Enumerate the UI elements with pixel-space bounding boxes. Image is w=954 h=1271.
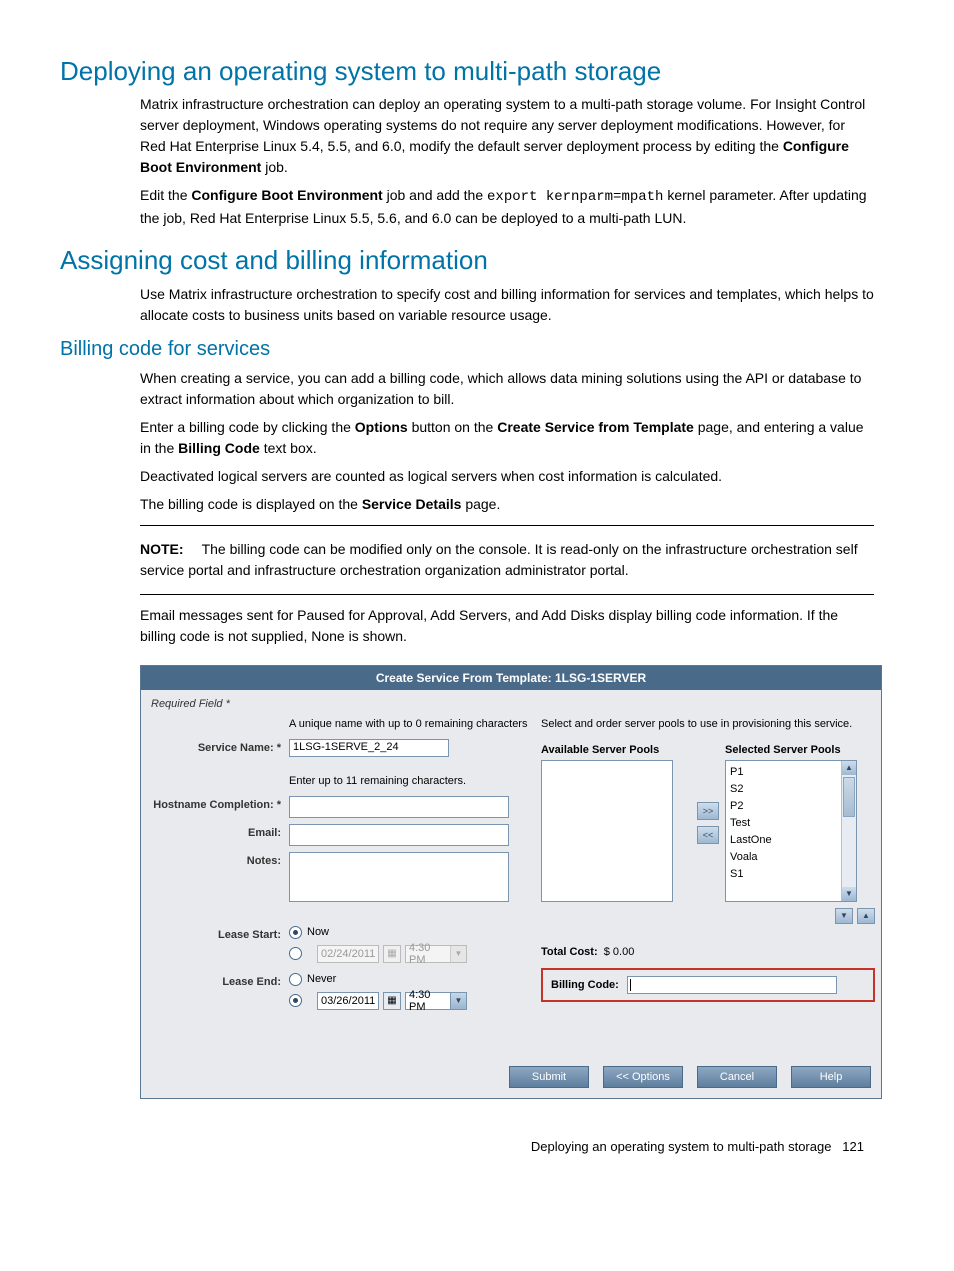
- label-service-name: Service Name: *: [151, 739, 289, 754]
- text: Matrix infrastructure orchestration can …: [140, 96, 865, 154]
- note-label: NOTE:: [140, 541, 184, 557]
- list-item[interactable]: S2: [730, 781, 852, 798]
- page-footer: Deploying an operating system to multi-p…: [60, 1139, 864, 1154]
- email-input[interactable]: [289, 824, 509, 846]
- cancel-button[interactable]: Cancel: [697, 1066, 777, 1088]
- text: text box.: [260, 440, 317, 456]
- move-right-button[interactable]: >>: [697, 802, 719, 820]
- radio-label-never: Never: [307, 973, 336, 985]
- service-name-input[interactable]: 1LSG-1SERVE_2_24: [289, 739, 449, 757]
- text: Enter a billing code by clicking the: [140, 419, 355, 435]
- list-item[interactable]: P1: [730, 764, 852, 781]
- total-cost-value: $ 0.00: [604, 946, 635, 958]
- options-button[interactable]: << Options: [603, 1066, 683, 1088]
- note-block: NOTE:The billing code can be modified on…: [140, 525, 874, 595]
- radio-label-now: Now: [307, 926, 329, 938]
- note-text: The billing code can be modified only on…: [140, 541, 858, 578]
- scroll-up-button[interactable]: ▲: [842, 761, 856, 775]
- move-left-button[interactable]: <<: [697, 826, 719, 844]
- lease-start-date-radio[interactable]: [289, 947, 307, 960]
- bold-text: Billing Code: [178, 440, 260, 456]
- list-item[interactable]: Test: [730, 815, 852, 832]
- bold-text: Configure Boot Environment: [191, 187, 382, 203]
- hostname-hint: Enter up to 11 remaining characters.: [289, 775, 531, 787]
- bold-text: Create Service from Template: [497, 419, 694, 435]
- chevron-down-icon: ▼: [450, 946, 466, 962]
- scroll-down-button[interactable]: ▼: [842, 887, 856, 901]
- bold-text: Service Details: [362, 496, 462, 512]
- text: job and add the: [383, 187, 487, 203]
- bold-text: Options: [355, 419, 408, 435]
- text: job.: [261, 159, 287, 175]
- sort-down-button[interactable]: ▼: [835, 908, 853, 924]
- paragraph: Deactivated logical servers are counted …: [140, 466, 874, 487]
- chevron-down-icon: ▼: [450, 993, 466, 1009]
- scrollbar[interactable]: ▲ ▼: [841, 761, 856, 901]
- selected-pools-listbox[interactable]: P1S2P2TestLastOneVoalaS1 ▲ ▼: [725, 760, 857, 902]
- footer-text: Deploying an operating system to multi-p…: [531, 1139, 832, 1154]
- label-lease-start: Lease Start:: [151, 926, 289, 941]
- billing-code-input[interactable]: [627, 976, 837, 994]
- hostname-input[interactable]: [289, 796, 509, 818]
- heading-assigning-cost: Assigning cost and billing information: [60, 245, 894, 276]
- required-field-hint: Required Field *: [151, 698, 871, 710]
- text: page.: [461, 496, 500, 512]
- total-cost-row: Total Cost: $ 0.00: [541, 946, 875, 958]
- code-text: export kernparm=mpath: [487, 189, 663, 205]
- text: Edit the: [140, 187, 191, 203]
- lease-end-date-radio[interactable]: [289, 994, 307, 1007]
- list-item[interactable]: LastOne: [730, 832, 852, 849]
- total-cost-label: Total Cost:: [541, 946, 598, 958]
- server-pools-hint: Select and order server pools to use in …: [541, 718, 875, 730]
- list-item[interactable]: S1: [730, 866, 852, 883]
- lease-start-time-select[interactable]: 4:30 PM▼: [405, 945, 467, 963]
- sort-up-button[interactable]: ▲: [857, 908, 875, 924]
- selected-pools-header: Selected Server Pools: [725, 744, 875, 756]
- billing-code-highlight: Billing Code:: [541, 968, 875, 1002]
- page-number: 121: [842, 1139, 864, 1154]
- paragraph: Matrix infrastructure orchestration can …: [140, 94, 874, 178]
- lease-end-never-radio[interactable]: Never: [289, 973, 336, 986]
- available-pools-listbox[interactable]: [541, 760, 673, 902]
- billing-code-label: Billing Code:: [551, 979, 619, 991]
- label-email: Email:: [151, 824, 289, 839]
- label-hostname: Hostname Completion: *: [151, 796, 289, 811]
- label-lease-end: Lease End:: [151, 973, 289, 988]
- note-paragraph: NOTE:The billing code can be modified on…: [140, 539, 874, 581]
- paragraph: Enter a billing code by clicking the Opt…: [140, 417, 874, 459]
- heading-billing-code: Billing code for services: [60, 338, 894, 361]
- lease-start-now-radio[interactable]: Now: [289, 926, 329, 939]
- text-caret: [630, 979, 631, 991]
- calendar-icon[interactable]: ▦: [383, 992, 401, 1010]
- dialog-titlebar: Create Service From Template: 1LSG-1SERV…: [141, 666, 881, 690]
- paragraph: When creating a service, you can add a b…: [140, 368, 874, 410]
- service-name-hint: A unique name with up to 0 remaining cha…: [289, 718, 531, 730]
- lease-end-time-select[interactable]: 4:30 PM▼: [405, 992, 467, 1010]
- list-item[interactable]: Voala: [730, 849, 852, 866]
- paragraph: Email messages sent for Paused for Appro…: [140, 605, 874, 647]
- label-notes: Notes:: [151, 852, 289, 867]
- paragraph: The billing code is displayed on the Ser…: [140, 494, 874, 515]
- dialog-create-service: Create Service From Template: 1LSG-1SERV…: [140, 665, 882, 1099]
- calendar-icon[interactable]: ▦: [383, 945, 401, 963]
- list-item[interactable]: P2: [730, 798, 852, 815]
- lease-start-date-input[interactable]: 02/24/2011: [317, 945, 379, 963]
- available-pools-header: Available Server Pools: [541, 744, 691, 756]
- submit-button[interactable]: Submit: [509, 1066, 589, 1088]
- lease-end-date-input[interactable]: 03/26/2011: [317, 992, 379, 1010]
- notes-input[interactable]: [289, 852, 509, 902]
- scroll-thumb[interactable]: [843, 777, 855, 817]
- paragraph: Use Matrix infrastructure orchestration …: [140, 284, 874, 326]
- paragraph: Edit the Configure Boot Environment job …: [140, 185, 874, 229]
- text: button on the: [408, 419, 498, 435]
- heading-deploy-os: Deploying an operating system to multi-p…: [60, 56, 894, 87]
- text: The billing code is displayed on the: [140, 496, 362, 512]
- help-button[interactable]: Help: [791, 1066, 871, 1088]
